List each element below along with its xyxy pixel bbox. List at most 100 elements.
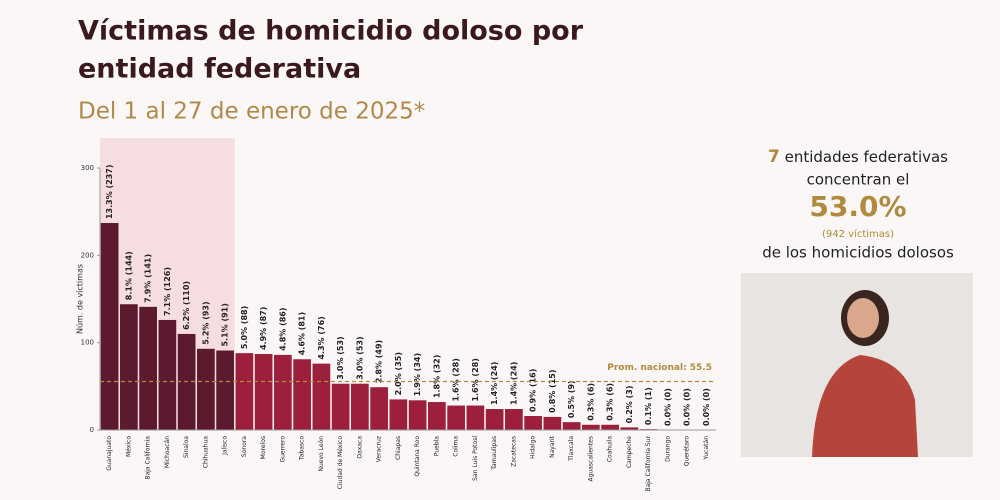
bar bbox=[293, 359, 311, 430]
summary-text: concentran el bbox=[807, 171, 910, 189]
bar bbox=[216, 350, 234, 430]
x-tick-label: Zacatecas bbox=[510, 436, 517, 467]
bar bbox=[620, 427, 639, 430]
value-label: 3.0% (53) bbox=[355, 336, 364, 379]
x-tick-label: Oaxaca bbox=[356, 436, 363, 459]
value-label: 4.9% (87) bbox=[259, 307, 268, 350]
bar bbox=[466, 405, 485, 430]
body bbox=[812, 355, 918, 457]
value-label: 0.9% (16) bbox=[529, 369, 538, 412]
subtitle: Del 1 al 27 de enero de 2025* bbox=[78, 99, 425, 125]
x-tick-label: Nayarit bbox=[549, 435, 556, 458]
bar bbox=[351, 383, 369, 430]
value-label: 8.1% (144) bbox=[124, 251, 133, 300]
bar bbox=[389, 399, 408, 430]
x-tick-label: Nuevo León bbox=[318, 436, 325, 472]
bar bbox=[601, 424, 619, 430]
y-tick-label: 100 bbox=[81, 339, 94, 347]
interpreter-video bbox=[741, 273, 973, 457]
x-tick-label: Baja California Sur bbox=[645, 435, 652, 491]
value-label: 0.1% (1) bbox=[644, 387, 653, 425]
bar bbox=[408, 400, 427, 430]
value-label: 1.4% (24) bbox=[490, 362, 499, 405]
value-label: 0.5% (9) bbox=[567, 380, 576, 418]
x-tick-label: Yucatán bbox=[703, 436, 710, 461]
bar bbox=[524, 416, 542, 430]
x-tick-label: Sonora bbox=[241, 436, 248, 457]
value-label: 0.2% (3) bbox=[625, 386, 634, 424]
chart: Núm. de víctimas 0 100 200 300 13.3% (237) Gua… bbox=[76, 138, 716, 492]
bar bbox=[370, 387, 388, 430]
bar bbox=[562, 422, 581, 430]
value-label: 13.3% (237) bbox=[105, 164, 114, 219]
y-tick-label: 200 bbox=[81, 251, 94, 259]
x-tick-label: Tamaulipas bbox=[491, 436, 498, 471]
x-tick-label: San Luis Potosí bbox=[472, 436, 479, 481]
x-tick-label: México bbox=[125, 436, 132, 457]
bar bbox=[331, 383, 350, 430]
y-axis-label: Núm. de víctimas bbox=[76, 264, 85, 334]
x-tick-label: Sinaloa bbox=[183, 436, 190, 458]
value-label: 5.1% (91) bbox=[221, 303, 230, 346]
x-tick-label: Puebla bbox=[433, 436, 440, 456]
bar bbox=[197, 348, 215, 430]
face bbox=[847, 298, 879, 338]
title: Víctimas de homicidio doloso por bbox=[78, 16, 584, 47]
bar bbox=[235, 353, 254, 430]
x-tick-label: Querétaro bbox=[684, 436, 691, 467]
value-label: 0.3% (6) bbox=[586, 383, 595, 421]
summary-text: de los homicidios dolosos bbox=[762, 244, 954, 262]
x-tick-label: Hidalgo bbox=[530, 436, 537, 459]
x-tick-label: Chihuahua bbox=[202, 436, 209, 469]
value-label: 4.6% (81) bbox=[298, 312, 307, 355]
x-tick-label: Guerrero bbox=[279, 436, 286, 463]
value-label: 5.0% (88) bbox=[240, 306, 249, 349]
value-label: 0.0% (0) bbox=[663, 388, 672, 426]
summary-share: 53.0% bbox=[809, 190, 906, 223]
value-label: 1.4% (24) bbox=[509, 362, 518, 405]
value-label: 7.1% (126) bbox=[163, 267, 172, 316]
bar bbox=[582, 424, 600, 430]
x-tick-label: Baja California bbox=[145, 436, 152, 480]
value-label: 3.0% (53) bbox=[336, 336, 345, 379]
value-label: 1.9% (34) bbox=[413, 353, 422, 396]
value-label: 0.0% (0) bbox=[702, 388, 711, 426]
bar bbox=[139, 306, 157, 430]
value-label: 4.3% (76) bbox=[317, 316, 326, 359]
x-tick-label: Tabasco bbox=[299, 436, 306, 461]
value-label: 0.8% (15) bbox=[548, 369, 557, 412]
value-label: 5.2% (93) bbox=[201, 301, 210, 344]
value-label: 2.8% (49) bbox=[375, 340, 384, 383]
bar bbox=[505, 409, 523, 430]
bar bbox=[428, 402, 446, 430]
bar bbox=[254, 354, 273, 430]
x-tick-label: Campeche bbox=[626, 436, 633, 468]
x-tick-label: Colima bbox=[453, 436, 460, 457]
x-tick-label: Aguascalientes bbox=[587, 436, 594, 482]
x-tick-label: Morelos bbox=[260, 436, 267, 459]
value-label: 2.0% (35) bbox=[394, 352, 403, 395]
bar bbox=[485, 409, 504, 430]
bar bbox=[447, 405, 465, 430]
x-tick-label: Chiapas bbox=[395, 436, 402, 460]
bar bbox=[158, 319, 177, 430]
summary-count: 7 bbox=[768, 147, 780, 167]
x-tick-label: Tlaxcala bbox=[568, 436, 575, 462]
bar bbox=[312, 363, 331, 430]
y-tick-label: 0 bbox=[90, 426, 94, 434]
average-label: Prom. nacional: 55.5 bbox=[607, 363, 712, 373]
summary: 7 entidades federativas concentran el 53… bbox=[762, 147, 954, 262]
x-tick-label: Michoacán bbox=[164, 436, 171, 468]
bar bbox=[543, 416, 562, 430]
title: entidad federativa bbox=[78, 54, 361, 85]
bar bbox=[100, 223, 119, 430]
x-tick-label: Veracruz bbox=[376, 436, 383, 462]
x-tick-label: Ciudad de México bbox=[337, 436, 344, 490]
value-label: 4.8% (86) bbox=[278, 307, 287, 350]
bar bbox=[274, 354, 292, 430]
x-tick-label: Jalisco bbox=[222, 436, 229, 456]
value-label: 0.0% (0) bbox=[683, 388, 692, 426]
y-tick-label: 300 bbox=[81, 164, 94, 172]
x-tick-label: Quintana Roo bbox=[414, 436, 421, 477]
